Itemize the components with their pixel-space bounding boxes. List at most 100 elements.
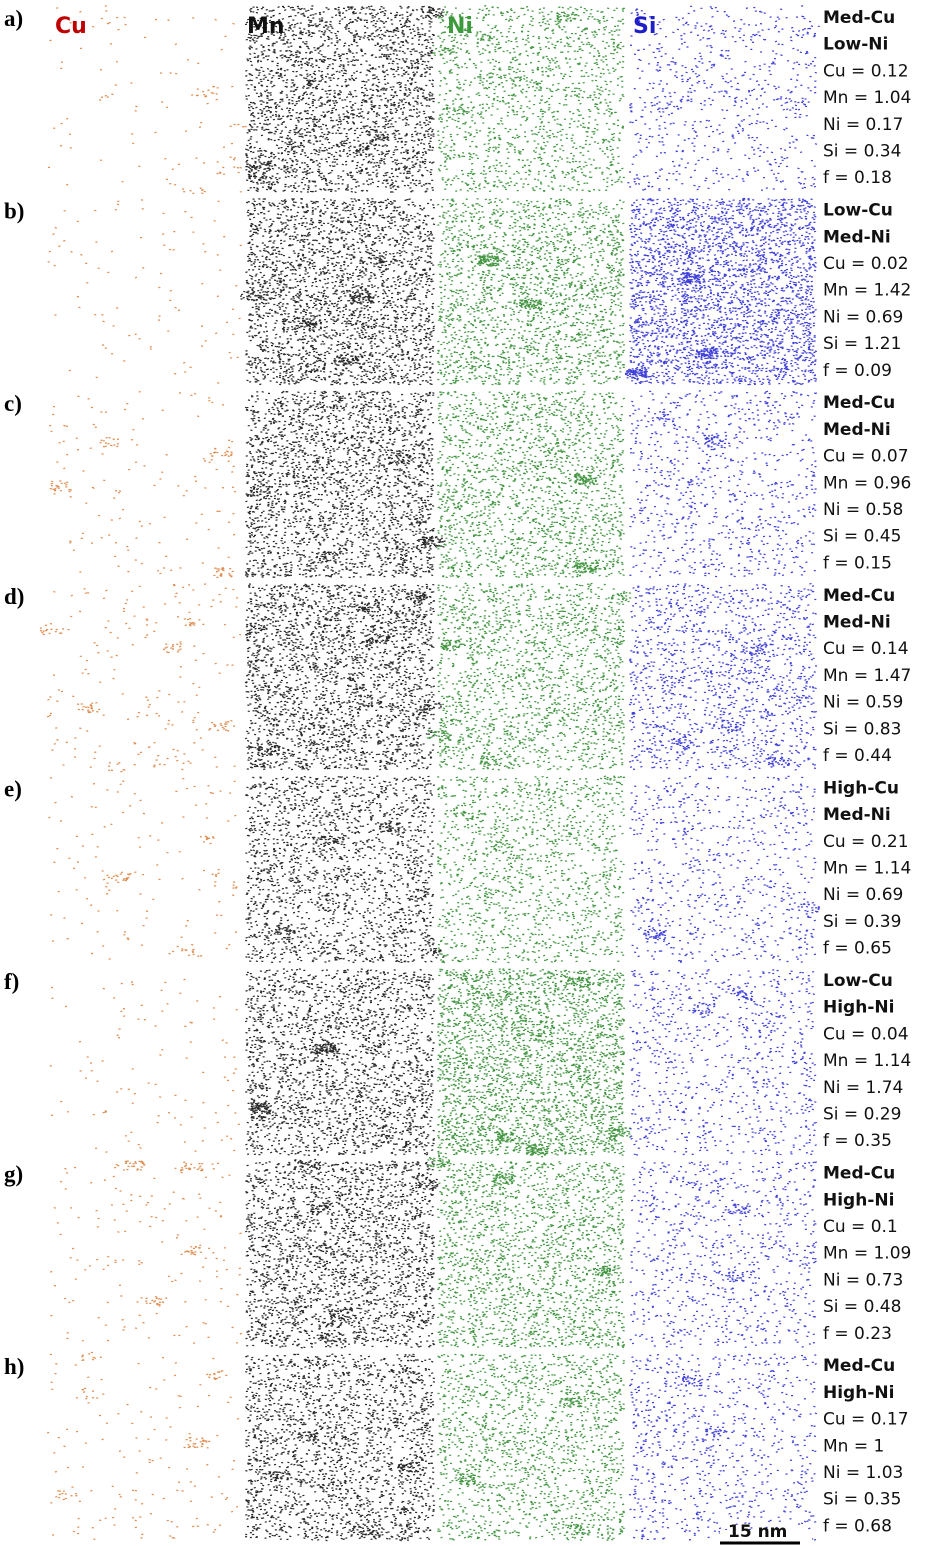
condition-label: Low-Cu xyxy=(823,971,893,991)
atom-map xyxy=(244,390,446,579)
atom-map xyxy=(629,775,820,963)
atom-map xyxy=(239,198,436,386)
atom-map xyxy=(244,5,445,194)
composition-value: Cu = 0.12 xyxy=(823,61,909,81)
composition-value: Mn = 1.42 xyxy=(823,281,911,301)
atom-map xyxy=(49,391,237,578)
condition-label: Med-Cu xyxy=(823,1164,895,1184)
atom-map xyxy=(48,777,238,960)
condition-label: High-Ni xyxy=(823,1383,894,1403)
atom-map xyxy=(426,582,632,771)
element-header: Ni xyxy=(447,14,473,39)
atom-map xyxy=(244,968,436,1157)
atom-map xyxy=(244,1353,436,1542)
atom-map xyxy=(437,775,626,964)
composition-value: Ni = 0.69 xyxy=(823,885,903,905)
atom-map xyxy=(46,1351,240,1540)
composition-value: Si = 0.45 xyxy=(823,527,901,547)
composition-value: f = 0.44 xyxy=(823,746,892,766)
atom-map xyxy=(47,5,247,194)
atom-map xyxy=(629,390,818,578)
condition-label: Med-Cu xyxy=(823,393,895,413)
composition-value: f = 0.15 xyxy=(823,553,892,573)
composition-value: Cu = 0.17 xyxy=(823,1410,909,1430)
panel-label: e) xyxy=(4,776,22,801)
atom-map xyxy=(628,582,818,771)
panel-label: h) xyxy=(4,1354,24,1379)
composition-value: Si = 0.35 xyxy=(823,1490,901,1510)
composition-value: Cu = 0.1 xyxy=(823,1217,898,1237)
composition-value: Ni = 0.58 xyxy=(823,500,903,520)
composition-value: Si = 0.48 xyxy=(823,1297,901,1317)
composition-value: f = 0.68 xyxy=(823,1516,892,1536)
panel-label: d) xyxy=(4,584,24,609)
composition-value: Ni = 0.69 xyxy=(823,307,903,327)
panel-label: c) xyxy=(4,391,22,416)
condition-label: Low-Ni xyxy=(823,35,888,55)
composition-value: Si = 0.34 xyxy=(823,142,901,162)
composition-value: Mn = 1.09 xyxy=(823,1244,911,1264)
composition-value: f = 0.18 xyxy=(823,168,892,188)
atom-map xyxy=(629,1160,818,1349)
scale-label: 15 nm xyxy=(728,1522,787,1542)
panel-label: a) xyxy=(4,6,23,31)
atom-map xyxy=(437,967,632,1158)
composition-value: f = 0.23 xyxy=(823,1324,892,1344)
atom-map xyxy=(47,199,242,384)
condition-label: Med-Ni xyxy=(823,805,891,825)
panel-label: f) xyxy=(4,969,19,994)
condition-label: High-Cu xyxy=(823,778,899,798)
condition-label: Med-Cu xyxy=(823,8,895,28)
composition-value: Ni = 0.59 xyxy=(823,693,903,713)
condition-label: Med-Ni xyxy=(823,227,891,247)
composition-value: f = 0.65 xyxy=(823,939,892,959)
composition-value: Si = 0.83 xyxy=(823,719,901,739)
composition-value: Mn = 1.14 xyxy=(823,859,911,879)
composition-value: Mn = 0.96 xyxy=(823,473,911,493)
composition-value: Cu = 0.07 xyxy=(823,447,909,467)
composition-value: f = 0.09 xyxy=(823,361,892,381)
composition-value: Cu = 0.02 xyxy=(823,254,909,274)
atom-map xyxy=(432,4,625,193)
panel-label: g) xyxy=(4,1162,23,1187)
composition-value: Cu = 0.14 xyxy=(823,639,909,659)
atom-map xyxy=(245,1158,439,1349)
condition-label: High-Ni xyxy=(823,998,894,1018)
condition-label: Med-Ni xyxy=(823,420,891,440)
composition-value: Si = 1.21 xyxy=(823,334,901,354)
composition-value: Si = 0.39 xyxy=(823,912,901,932)
composition-value: Mn = 1.47 xyxy=(823,666,911,686)
condition-label: Med-Ni xyxy=(823,613,891,633)
composition-value: Cu = 0.04 xyxy=(823,1024,909,1044)
condition-label: High-Ni xyxy=(823,1190,894,1210)
composition-value: Cu = 0.21 xyxy=(823,832,909,852)
composition-value: Ni = 1.74 xyxy=(823,1078,903,1098)
element-header: Si xyxy=(633,14,656,39)
composition-value: Ni = 1.03 xyxy=(823,1463,903,1483)
composition-value: Mn = 1.04 xyxy=(823,88,911,108)
condition-label: Med-Cu xyxy=(823,1356,895,1376)
atom-map xyxy=(627,5,820,192)
condition-label: Med-Cu xyxy=(823,586,895,606)
composition-value: Ni = 0.17 xyxy=(823,115,903,135)
atom-map xyxy=(245,775,445,964)
atom-map xyxy=(39,583,242,773)
atom-map xyxy=(244,583,442,771)
element-header: Mn xyxy=(247,14,285,39)
element-header: Cu xyxy=(55,14,87,39)
composition-value: f = 0.35 xyxy=(823,1131,892,1151)
composition-value: Ni = 0.73 xyxy=(823,1270,903,1290)
composition-value: Mn = 1 xyxy=(823,1436,884,1456)
atom-map xyxy=(49,978,241,1153)
composition-value: Si = 0.29 xyxy=(823,1105,901,1125)
condition-label: Low-Cu xyxy=(823,201,893,221)
atom-map xyxy=(427,1156,625,1349)
atom-map xyxy=(437,1353,626,1541)
panel-label: b) xyxy=(4,199,24,224)
atom-map xyxy=(50,1160,243,1344)
atom-map xyxy=(629,968,817,1156)
atom-map xyxy=(624,197,818,386)
atom-map xyxy=(437,197,626,386)
atom-map xyxy=(628,1353,818,1541)
